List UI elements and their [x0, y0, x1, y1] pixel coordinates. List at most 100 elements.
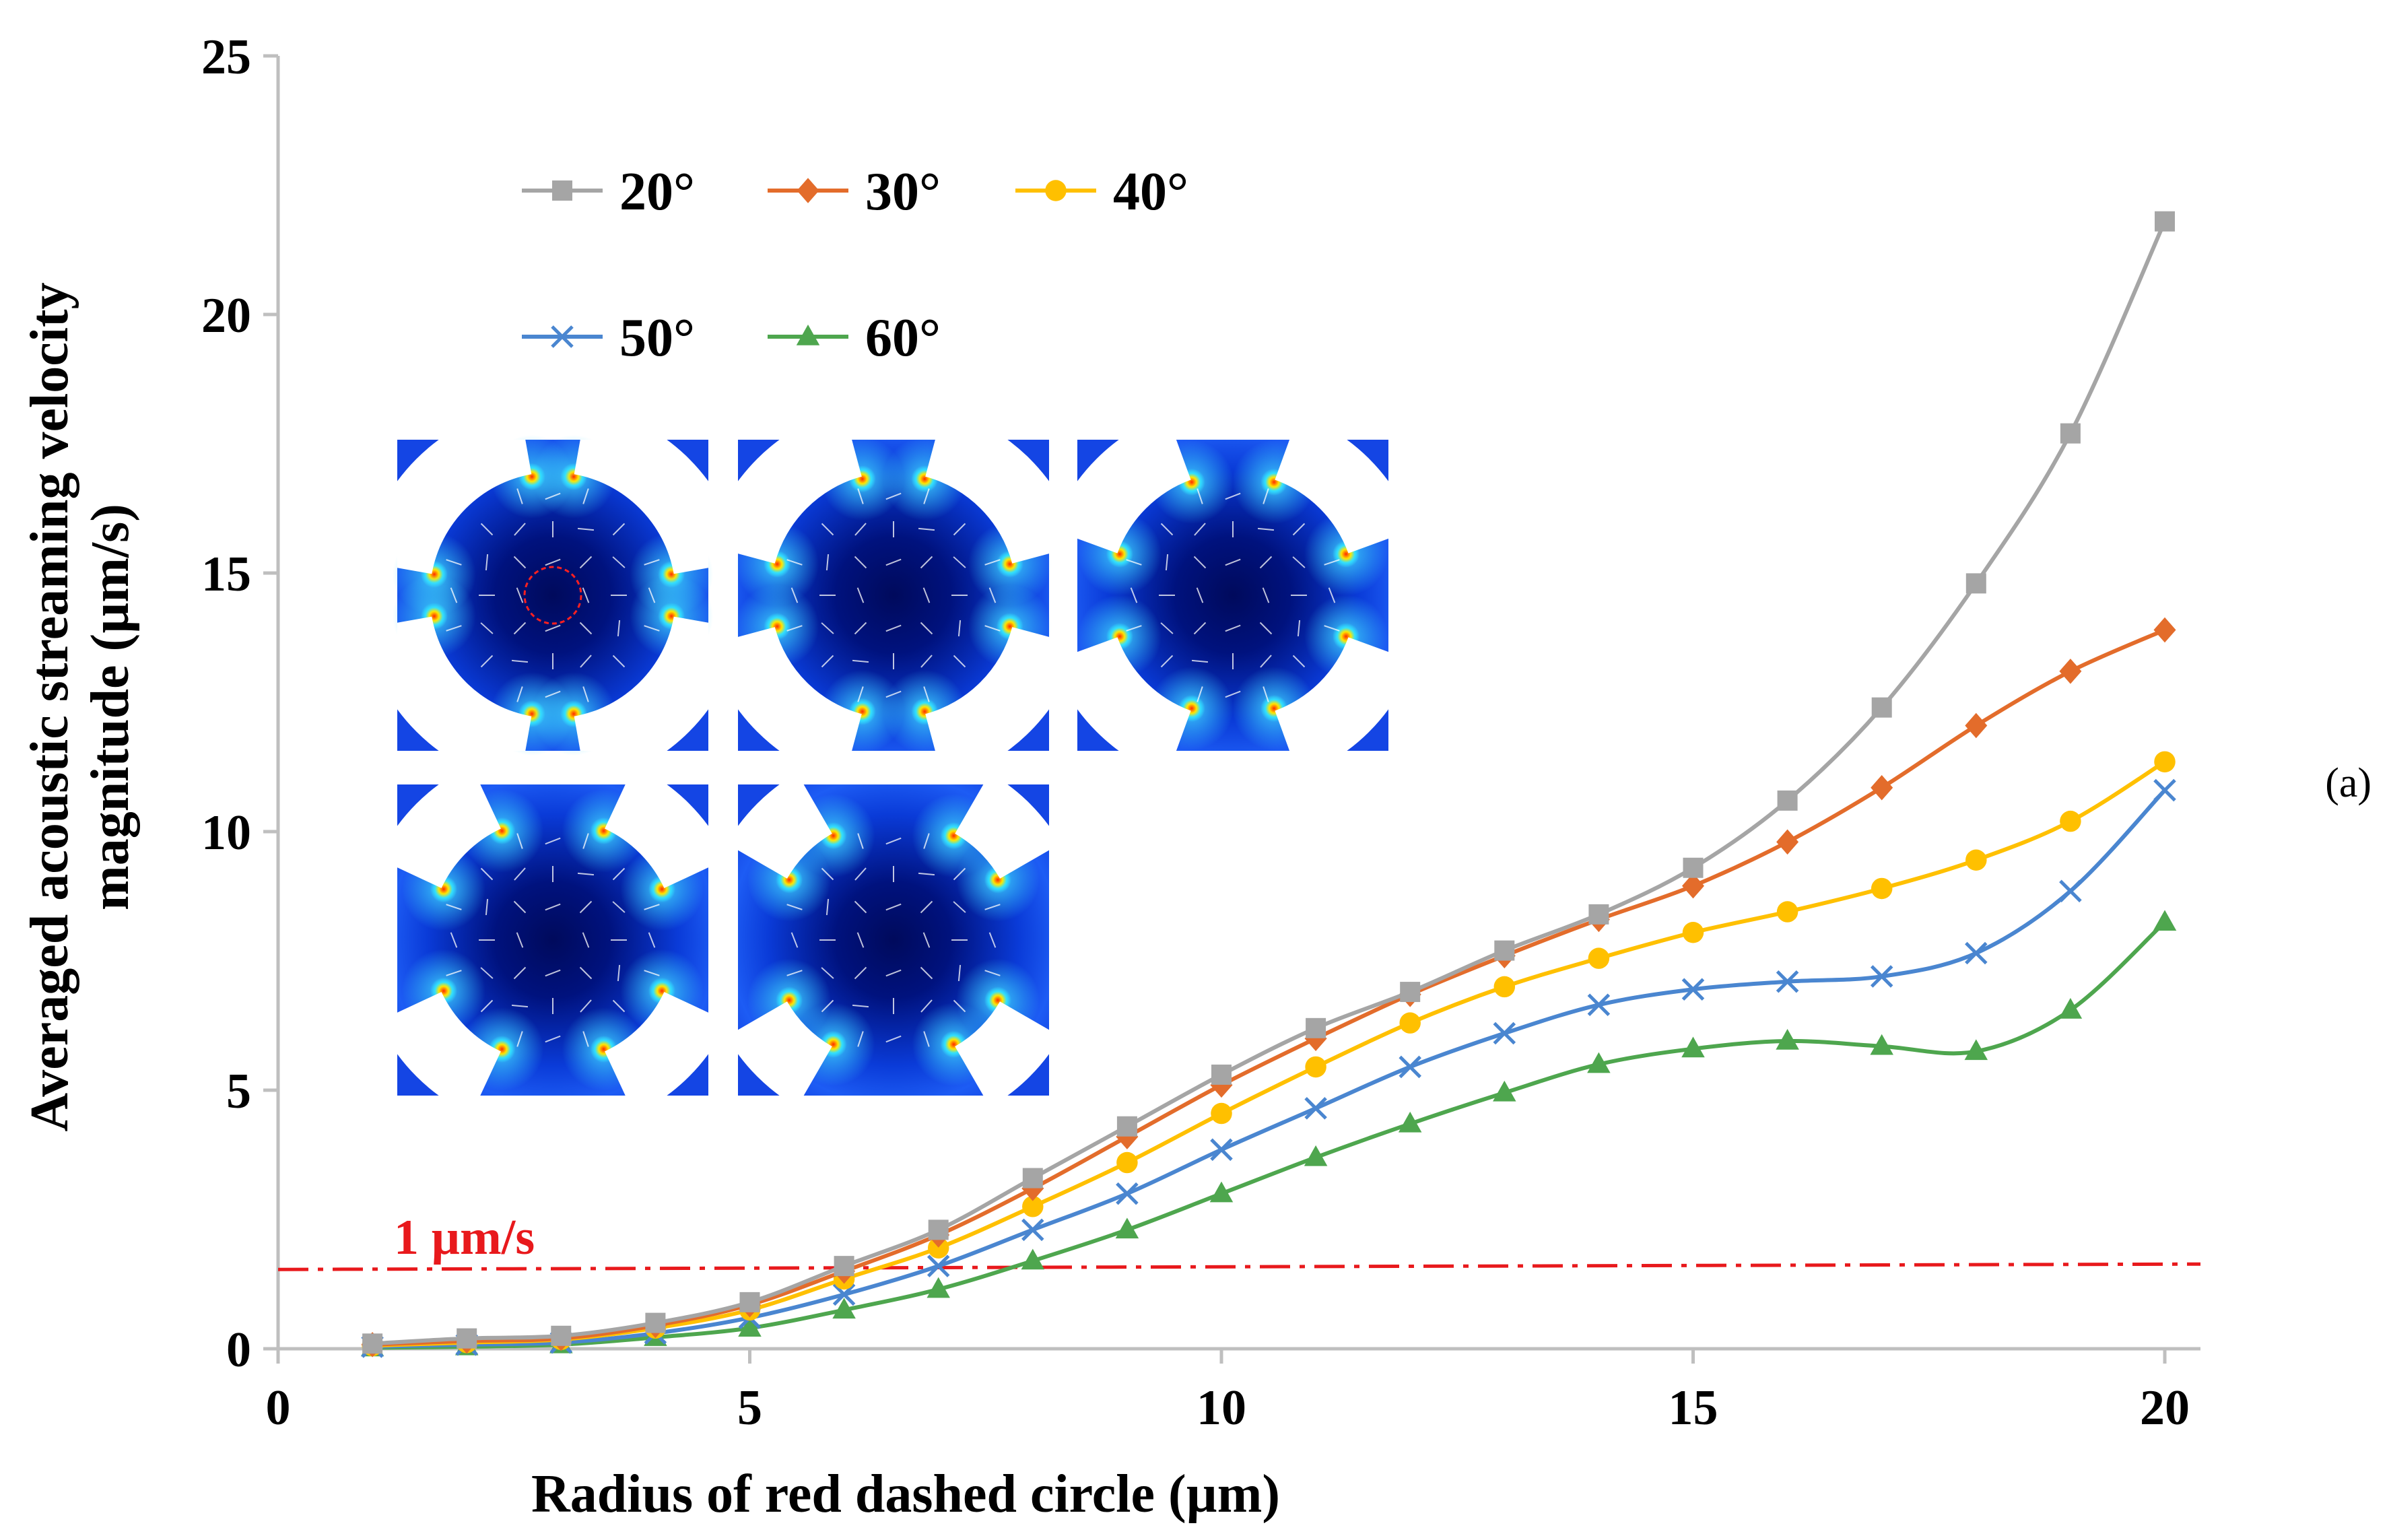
data-point: [739, 1292, 760, 1312]
y-tick-label: 5: [226, 1064, 251, 1119]
data-point: [1021, 1218, 1044, 1242]
data-point: [2059, 659, 2082, 684]
legend-marker: [1045, 180, 1067, 201]
data-point: [927, 1277, 950, 1298]
panel-label: (a): [2325, 760, 2371, 806]
data-point: [1398, 1111, 1422, 1133]
data-point: [834, 1256, 854, 1277]
data-point: [1304, 1097, 1327, 1120]
data-point: [1587, 1052, 1611, 1073]
x-tick-label: 10: [1197, 1380, 1246, 1436]
data-point: [1209, 1181, 1234, 1203]
data-point: [1493, 1022, 1516, 1045]
data-point: [1116, 1151, 1138, 1174]
data-point: [362, 1333, 383, 1354]
legend: 20° 30° 40° 50° 60°: [522, 162, 1188, 368]
y-tick-label: 10: [201, 805, 251, 861]
data-point: [1304, 1145, 1328, 1166]
data-point: [1493, 1080, 1516, 1102]
data-point: [2153, 910, 2177, 931]
data-point: [1116, 1116, 1137, 1137]
data-point: [1400, 982, 1421, 1003]
data-point: [1588, 947, 1610, 969]
y-ticks: 0 5 10 15 20 25: [201, 30, 278, 1378]
data-point: [457, 1328, 477, 1349]
data-point: [1493, 976, 1516, 998]
data-point: [1777, 790, 1798, 811]
threshold-line: [277, 1262, 2201, 1271]
data-point: [738, 1316, 762, 1337]
data-point: [1965, 573, 1986, 594]
data-point: [1494, 940, 1515, 961]
data-point: [1116, 1182, 1139, 1205]
data-point: [927, 1237, 949, 1259]
data-point: [832, 1298, 856, 1319]
legend-marker: [552, 180, 572, 201]
x-ticks: 0 5 10 15 20: [266, 1349, 2190, 1436]
data-point: [1964, 1039, 1988, 1061]
threshold-label: 1 µm/s: [394, 1210, 535, 1265]
legend-label: 50°: [619, 308, 695, 368]
data-point: [1776, 1029, 1799, 1050]
data-point: [1588, 904, 1609, 925]
data-point: [1870, 965, 1893, 988]
data-point: [1399, 1055, 1421, 1079]
legend-item: 60°: [768, 308, 941, 368]
data-point: [832, 1283, 856, 1306]
data-point: [2153, 778, 2176, 802]
data-point: [1211, 1064, 1232, 1085]
data-point: [1022, 1196, 1044, 1217]
inset-simulation-panels: [392, 434, 1388, 1096]
inset-panel: [1077, 440, 1388, 751]
data-point: [1682, 922, 1704, 943]
axes: 0 5 10 15 20 25 0 5 10 15 20: [201, 30, 2200, 1436]
data-point: [645, 1312, 666, 1333]
y-tick-label: 0: [226, 1323, 251, 1378]
data-point: [2060, 810, 2081, 832]
inset-panel: [735, 437, 1052, 754]
data-point: [1022, 1168, 1043, 1189]
data-point: [1587, 993, 1611, 1017]
legend-label: 40°: [1113, 162, 1188, 222]
data-point: [1681, 978, 1705, 1001]
legend-marker: [797, 178, 819, 203]
data-point: [1683, 857, 1704, 878]
series-0: [362, 211, 2175, 1354]
inset-panel: [392, 434, 714, 756]
data-point: [2155, 211, 2175, 232]
data-point: [1965, 941, 1988, 965]
series-line: [372, 220, 2167, 1346]
data-point: [1306, 1017, 1326, 1038]
threshold: 1 µm/s: [277, 1210, 2201, 1271]
legend-item: 40°: [1015, 162, 1188, 222]
y-tick-label: 25: [201, 30, 251, 85]
red-dashed-circle: [523, 566, 582, 625]
data-point: [1871, 774, 1893, 801]
data-point: [927, 1254, 950, 1277]
legend-marker: [551, 325, 574, 348]
data-point: [2059, 879, 2082, 903]
data-point: [1871, 877, 1893, 900]
data-point: [1965, 712, 1988, 739]
data-point: [1776, 970, 1799, 993]
y-axis-title-line1: Averaged acoustic streaming velocity: [20, 282, 79, 1131]
x-tick-label: 20: [2140, 1380, 2190, 1436]
data-point: [1211, 1102, 1232, 1125]
data-point: [2153, 617, 2176, 643]
data-point: [1776, 829, 1799, 855]
data-point: [2058, 997, 2083, 1019]
series-4: [360, 910, 2177, 1357]
series-group: [360, 211, 2177, 1358]
data-point: [2060, 423, 2081, 444]
data-point: [1210, 1138, 1233, 1162]
data-point: [1776, 901, 1798, 923]
data-point: [1305, 1056, 1326, 1078]
x-tick-label: 0: [266, 1380, 291, 1436]
data-point: [1870, 1034, 1893, 1055]
y-axis-title-line2: magnitude (µm/s): [81, 504, 140, 910]
legend-label: 20°: [619, 162, 695, 222]
data-point: [1871, 697, 1892, 718]
data-point: [1681, 1036, 1705, 1058]
data-point: [1965, 849, 1987, 871]
